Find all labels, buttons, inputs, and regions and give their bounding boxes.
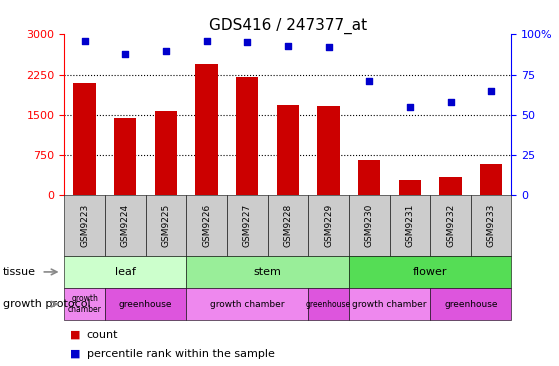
Bar (318, 107, 340, 195)
Text: percentile rank within the sample: percentile rank within the sample (87, 349, 274, 359)
Bar (439, 177, 462, 195)
Point (324, 44, 333, 50)
Bar (73, 83, 96, 195)
Point (364, 78, 373, 84)
Point (283, 43, 292, 49)
Text: growth protocol: growth protocol (3, 299, 91, 309)
Point (487, 88, 496, 94)
Text: tissue: tissue (3, 267, 36, 277)
Bar (277, 105, 299, 195)
Point (405, 104, 414, 110)
Text: count: count (87, 330, 118, 340)
Text: GSM9226: GSM9226 (202, 204, 211, 247)
Text: GSM9225: GSM9225 (162, 204, 170, 247)
Text: GSM9224: GSM9224 (121, 204, 130, 247)
Text: GSM9228: GSM9228 (283, 204, 292, 247)
Bar (480, 164, 503, 195)
Text: ■: ■ (70, 330, 80, 340)
Text: greenhouse: greenhouse (306, 300, 351, 309)
Bar (358, 160, 380, 195)
Point (162, 48, 170, 53)
Point (446, 99, 455, 105)
Text: growth chamber: growth chamber (210, 300, 285, 309)
Text: growth chamber: growth chamber (352, 300, 427, 309)
Text: ■: ■ (70, 349, 80, 359)
Text: leaf: leaf (115, 267, 136, 277)
Bar (399, 180, 421, 195)
Text: flower: flower (413, 267, 447, 277)
Text: GSM9231: GSM9231 (405, 204, 414, 247)
Text: GSM9233: GSM9233 (487, 204, 496, 247)
Text: GSM9232: GSM9232 (446, 204, 455, 247)
Point (121, 51, 130, 57)
Point (202, 38, 211, 44)
Text: GSM9229: GSM9229 (324, 204, 333, 247)
Text: GSM9223: GSM9223 (80, 204, 89, 247)
Text: greenhouse: greenhouse (119, 300, 172, 309)
Bar (236, 77, 258, 195)
Bar (196, 64, 218, 195)
Point (243, 40, 252, 45)
Text: growth
chamber: growth chamber (68, 294, 102, 314)
Text: greenhouse: greenhouse (444, 300, 498, 309)
Text: stem: stem (254, 267, 282, 277)
Text: GSM9230: GSM9230 (364, 204, 374, 247)
Title: GDS416 / 247377_at: GDS416 / 247377_at (209, 18, 367, 34)
Bar (114, 117, 136, 195)
Bar (155, 111, 177, 195)
Point (80, 38, 89, 44)
Text: GSM9227: GSM9227 (243, 204, 252, 247)
